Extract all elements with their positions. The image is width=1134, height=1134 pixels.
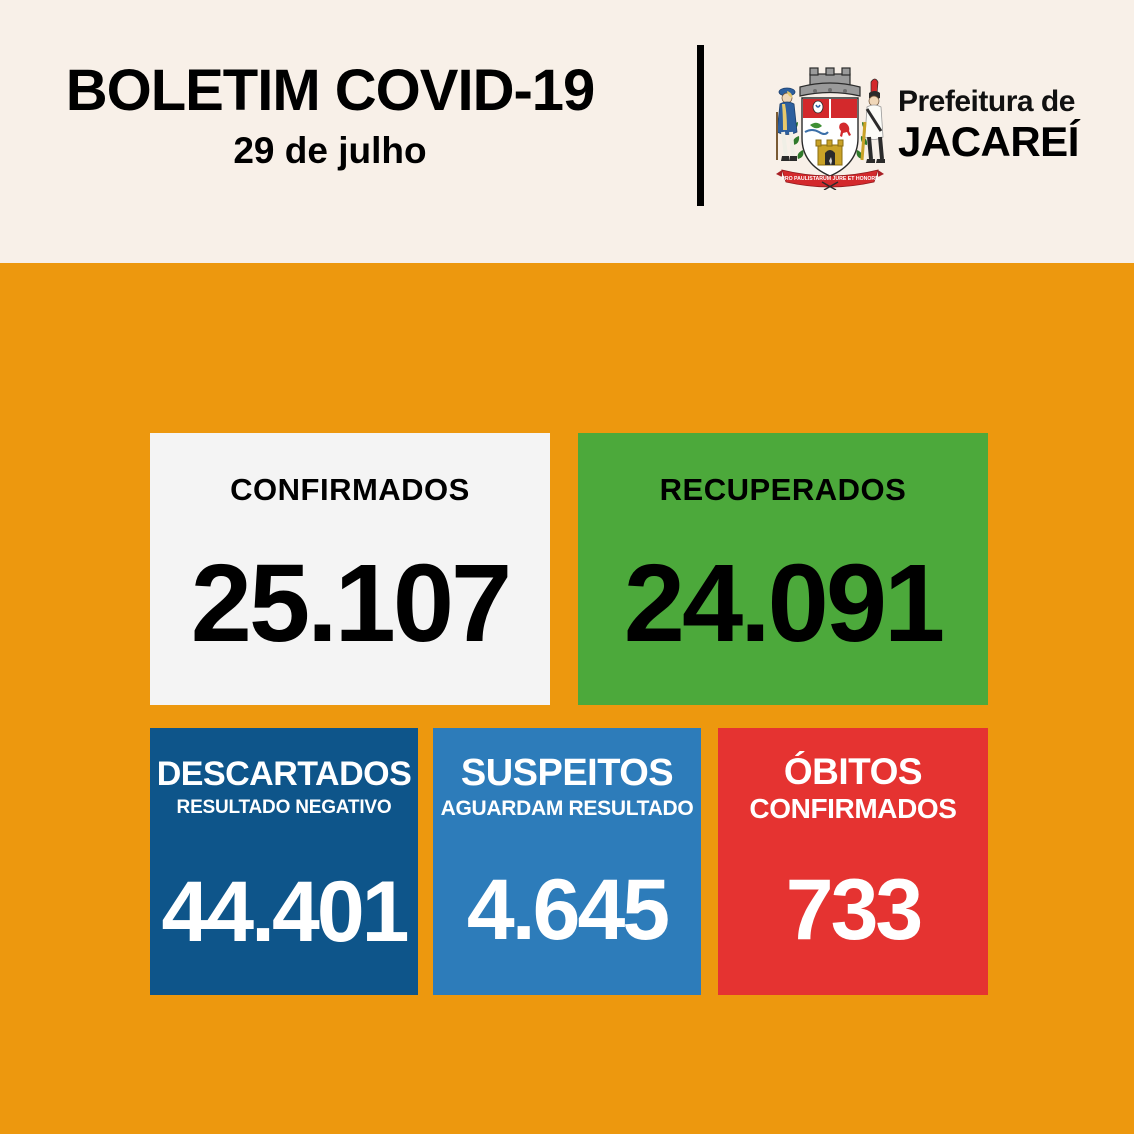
stat-card-suspeitos: SUSPEITOS AGUARDAM RESULTADO 4.645 <box>433 728 701 995</box>
stat-label: SUSPEITOS <box>460 752 674 794</box>
stat-value: 24.091 <box>623 542 945 665</box>
title-block: BOLETIM COVID-19 29 de julho <box>0 58 660 171</box>
page-title: BOLETIM COVID-19 <box>65 58 596 123</box>
stat-value: 25.107 <box>190 542 512 665</box>
stat-card-obitos: ÓBITOS CONFIRMADOS 733 <box>718 728 988 995</box>
stat-label: ÓBITOS <box>783 751 923 792</box>
crest-motto-text: PRO PAULISTARUM JURE ET HONORE <box>781 176 879 182</box>
stat-value: 733 <box>785 862 923 958</box>
poster-header: BOLETIM COVID-19 29 de julho <box>0 0 1134 263</box>
brand-prefix: Prefeitura de <box>898 85 1075 118</box>
stat-label: DESCARTADOS <box>156 755 412 793</box>
stat-card-confirmados: CONFIRMADOS 25.107 <box>150 433 550 705</box>
stat-label: RECUPERADOS <box>659 472 907 507</box>
bulletin-date: 29 de julho <box>233 130 427 171</box>
stat-card-recuperados: RECUPERADOS 24.091 <box>578 433 988 705</box>
stat-label: CONFIRMADOS <box>230 472 470 507</box>
jacarei-coat-of-arms-icon: PRO PAULISTARUM JURE ET HONORE <box>776 67 885 190</box>
stat-sublabel: AGUARDAM RESULTADO <box>440 797 694 820</box>
brand-city-name: JACAREÍ <box>898 118 1079 165</box>
stat-sublabel: RESULTADO NEGATIVO <box>176 797 392 818</box>
stat-sublabel: CONFIRMADOS <box>749 793 957 824</box>
city-hall-brand: PRO PAULISTARUM JURE ET HONORE Prefeitur… <box>770 50 1100 200</box>
stat-value: 44.401 <box>161 864 409 960</box>
brand-text: Prefeitura de JACAREÍ <box>898 87 1079 163</box>
vertical-divider-icon <box>697 45 704 206</box>
stat-card-descartados: DESCARTADOS RESULTADO NEGATIVO 44.401 <box>150 728 418 995</box>
stat-value: 4.645 <box>466 862 670 958</box>
